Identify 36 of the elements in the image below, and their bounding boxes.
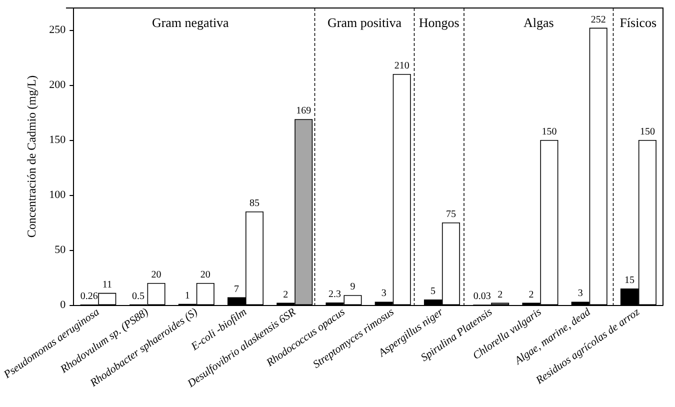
data-label: 150 (542, 126, 557, 138)
data-label: 9 (350, 282, 356, 293)
data-label: 5 (430, 286, 436, 297)
data-label: 150 (640, 126, 655, 138)
annotation: Hongos (418, 15, 460, 30)
data-label: 11 (102, 279, 112, 290)
y-tick-label: 100 (49, 189, 66, 201)
data-label: 75 (446, 209, 456, 220)
data-label: 0.03 (473, 291, 491, 302)
data-label: 3 (381, 288, 386, 300)
data-label: 20 (151, 270, 162, 280)
annotation: Gram negativa (152, 15, 230, 30)
data-label: 85 (250, 198, 260, 209)
y-axis-title: Concentración de Cadmio (mg/L) (24, 75, 39, 238)
data-label: 210 (394, 60, 410, 72)
annotation: Algas (523, 15, 554, 30)
data-label: 3 (578, 288, 583, 300)
data-label: 1 (184, 290, 190, 302)
data-label: 20 (200, 270, 210, 280)
y-tick-label: 150 (49, 134, 66, 146)
data-label: 2 (498, 289, 503, 300)
data-label: 2 (528, 289, 534, 300)
data-label: 15 (624, 275, 634, 286)
data-label: 2 (283, 289, 288, 300)
data-label: 169 (296, 106, 312, 117)
data-label: 0.5 (132, 290, 145, 302)
data-label: 2.3 (328, 288, 341, 300)
y-tick-label: 250 (49, 24, 66, 36)
data-label: 0.26 (80, 290, 98, 302)
annotation: Físicos (620, 15, 657, 30)
y-tick-label: 50 (54, 244, 66, 256)
data-label: 252 (590, 14, 606, 26)
y-tick-label: 200 (49, 79, 66, 91)
data-label: 7 (234, 284, 240, 295)
y-tick-label: 0 (60, 299, 66, 311)
annotation: Gram positiva (327, 15, 402, 30)
